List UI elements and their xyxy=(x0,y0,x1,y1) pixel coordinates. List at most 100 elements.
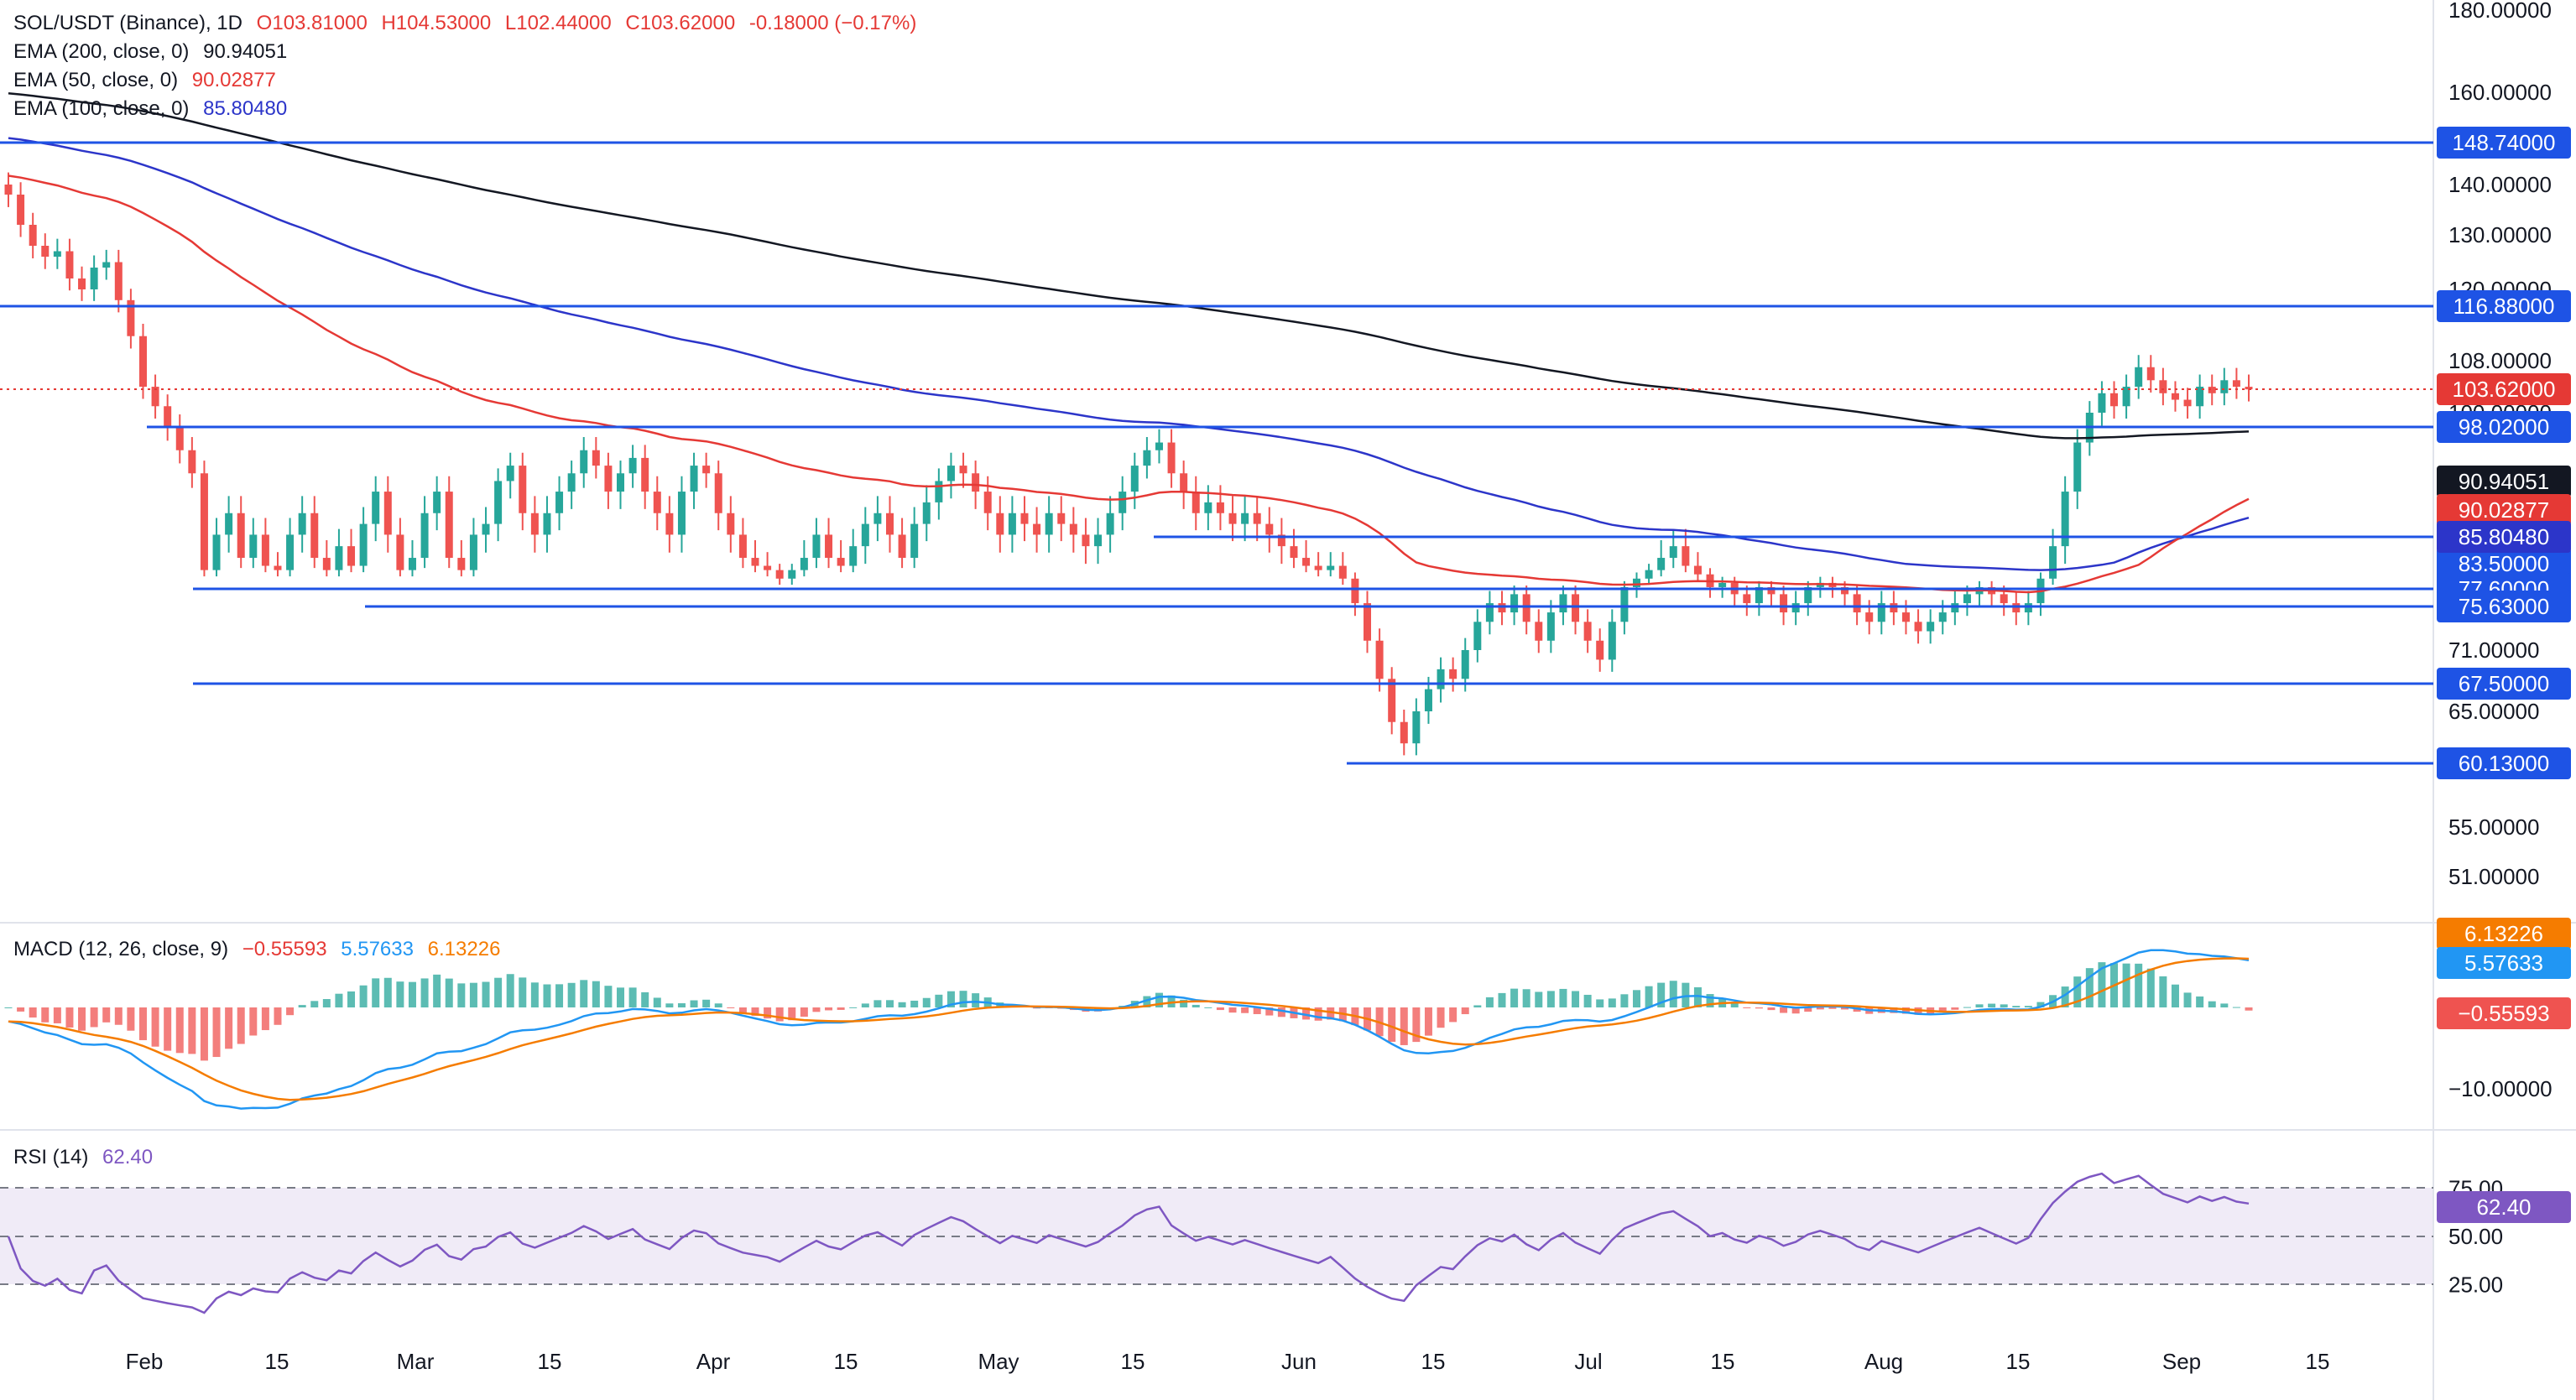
candle-body xyxy=(2098,393,2106,413)
macd-hist-bar xyxy=(2232,1007,2240,1008)
candle-body xyxy=(580,450,588,474)
candle-body xyxy=(114,262,123,300)
legend-ema100: EMA (100, close, 0) 85.80480 xyxy=(13,97,295,121)
candle-body xyxy=(1082,534,1090,547)
legend-high: H104.53000 xyxy=(381,12,492,34)
candle-body xyxy=(1351,578,1359,604)
macd-hist-bar xyxy=(1265,1007,1274,1016)
candle-body xyxy=(922,502,931,524)
rsi-value: 62.40 xyxy=(102,1146,154,1168)
candle-body xyxy=(1265,523,1274,535)
macd-hist-bar xyxy=(1510,988,1519,1007)
candle-body xyxy=(249,534,258,559)
candle-body xyxy=(1008,513,1016,535)
candle-body xyxy=(873,513,882,524)
macd-hist-bar xyxy=(1828,1007,1837,1009)
candle-body xyxy=(1693,565,1702,575)
candle-body xyxy=(2196,387,2204,407)
ema200-value: 90.94051 xyxy=(203,40,288,63)
macd-hist-bar xyxy=(127,1007,135,1031)
candle-body xyxy=(2049,546,2057,579)
candle-body xyxy=(1657,558,1666,570)
candle-body xyxy=(90,268,98,289)
ema200-label: EMA (200, close, 0) xyxy=(13,40,190,63)
macd-hist-bar xyxy=(1901,1007,1910,1014)
macd-tag-bg xyxy=(2437,947,2571,979)
macd-hist-bar xyxy=(1975,1004,1984,1007)
candle-body xyxy=(1485,603,1494,622)
candle-body xyxy=(1106,513,1114,535)
macd-hist-bar xyxy=(1572,991,1580,1007)
candle-body xyxy=(506,466,514,481)
candle-body xyxy=(408,558,416,570)
x-tick-label: 15 xyxy=(1421,1349,1446,1374)
x-tick-label: 15 xyxy=(1711,1349,1735,1374)
candle-body xyxy=(1412,711,1421,744)
macd-hist-bar xyxy=(1669,981,1677,1007)
macd-hist-bar xyxy=(2061,986,2069,1007)
candle-body xyxy=(665,513,674,535)
macd-hist-bar xyxy=(2220,1003,2229,1007)
macd-hist-bar xyxy=(1302,1007,1311,1020)
candle-body xyxy=(1951,603,1959,613)
candle-body xyxy=(861,523,869,547)
macd-hist-bar xyxy=(78,1007,86,1031)
candle-body xyxy=(1424,689,1432,711)
macd-hist-bar xyxy=(2036,1002,2045,1007)
macd-hist-bar xyxy=(372,978,380,1007)
candle-body xyxy=(1143,450,1151,466)
ema200-line xyxy=(8,91,2250,440)
candle-body xyxy=(1865,612,1874,622)
candle-body xyxy=(1228,513,1237,524)
candle-body xyxy=(2183,399,2192,407)
macd-hist-bar xyxy=(861,1003,869,1007)
macd-hist-bar xyxy=(1559,988,1567,1007)
macd-hist-bar xyxy=(383,977,392,1007)
candle-body xyxy=(1608,622,1616,660)
candle-body xyxy=(1632,578,1640,587)
ema50-line xyxy=(8,174,2250,594)
candle-body xyxy=(1890,603,1898,613)
candle-body xyxy=(2000,594,2008,604)
candle-body xyxy=(714,473,722,513)
macd-hist-bar xyxy=(1988,1003,1996,1007)
candle-body xyxy=(1155,442,1163,450)
candle-body xyxy=(628,457,637,474)
macd-hist-bar xyxy=(898,1002,906,1007)
ema50-label: EMA (50, close, 0) xyxy=(13,69,179,91)
candle-body xyxy=(1583,622,1592,641)
macd-hist-bar xyxy=(1841,1007,1849,1010)
macd-hist-bar xyxy=(1241,1007,1249,1013)
candle-body xyxy=(530,513,539,535)
y-tick-label: 160.00000 xyxy=(2448,80,2552,105)
macd-signal-value: 6.13226 xyxy=(427,938,501,960)
y-tick-label: 71.00000 xyxy=(2448,638,2539,663)
macd-hist-bar xyxy=(274,1007,282,1025)
macd-hist-bar xyxy=(2196,996,2204,1007)
candle-body xyxy=(1180,473,1188,492)
macd-hist-bar xyxy=(2073,976,2082,1007)
macd-hist-bar xyxy=(53,1007,61,1023)
ema-lines xyxy=(8,91,2250,594)
price-tag-bg xyxy=(2437,373,2571,405)
macd-hist-bar xyxy=(2146,968,2155,1007)
macd-hist-bar xyxy=(837,1007,845,1010)
macd-hist-bar xyxy=(788,1007,796,1021)
price-tag-bg xyxy=(2437,127,2571,159)
candle-body xyxy=(1927,622,1935,632)
macd-hist-bar xyxy=(2135,963,2143,1007)
macd-hist-bar xyxy=(959,991,967,1007)
macd-hist-bar xyxy=(825,1007,833,1011)
candle-body xyxy=(972,473,980,492)
candle-body xyxy=(1546,612,1555,641)
macd-line xyxy=(8,949,2250,1110)
macd-hist-bar xyxy=(1620,994,1629,1007)
macd-hist-bar xyxy=(580,980,588,1007)
macd-hist-bar xyxy=(690,1000,698,1007)
candle-body xyxy=(482,523,490,535)
candle-body xyxy=(29,225,37,246)
legend-rsi: RSI (14) 62.40 xyxy=(13,1146,161,1169)
macd-hist-bar xyxy=(41,1007,50,1023)
macd-hist-bar xyxy=(1437,1007,1445,1028)
